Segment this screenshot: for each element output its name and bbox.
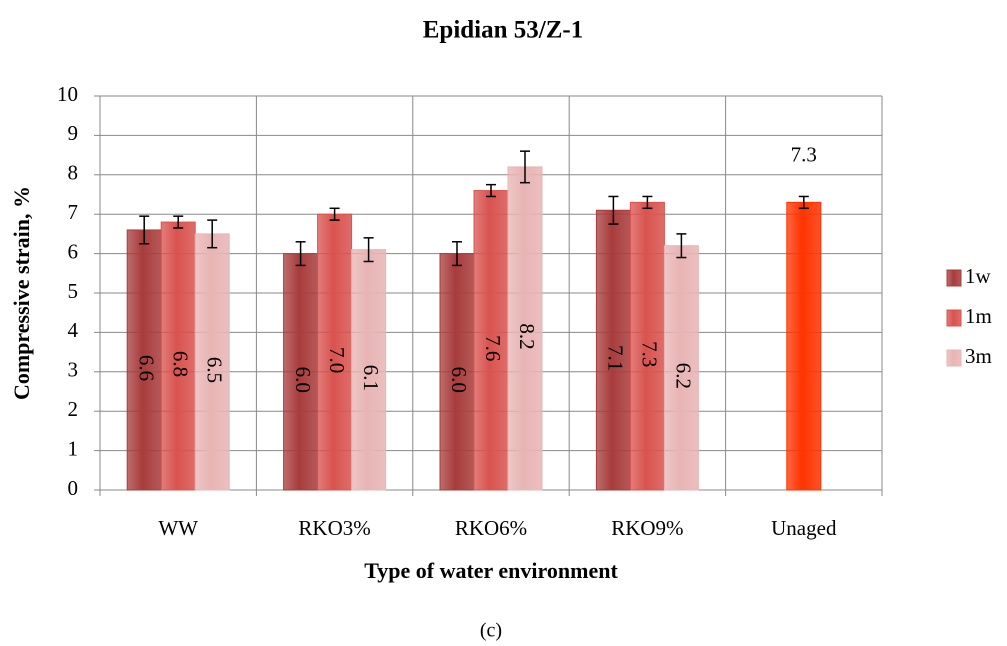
data-label: 7.3 [791,142,817,166]
data-label: 7.6 [481,335,505,361]
y-axis-title: Compressive strain, % [9,186,34,400]
data-label: 6.5 [202,357,226,383]
bar [351,249,387,491]
data-label: 6.8 [168,351,192,377]
data-label: 6.0 [291,367,315,393]
bar [507,166,543,491]
legend-label: 1m [965,304,992,328]
legend-swatch [946,269,962,287]
y-tick-label: 5 [68,279,79,303]
y-tick-label: 2 [68,397,79,421]
data-label: 6.6 [134,355,158,381]
data-label: 7.0 [325,347,349,373]
legend-label: 3m [965,344,992,368]
data-label: 7.1 [604,345,628,371]
x-tick-label: RKO6% [455,516,527,540]
data-label: 8.2 [515,323,539,349]
y-tick-label: 7 [68,200,79,224]
bar [786,201,822,491]
x-axis-title: Type of water environment [364,558,618,583]
legend-swatch [946,309,962,327]
bar [194,233,230,491]
bar [283,253,319,491]
y-tick-label: 8 [68,161,79,185]
data-label: 6.0 [447,367,471,393]
data-label: 6.2 [672,363,696,389]
data-label: 7.3 [638,341,662,367]
legend-swatch [946,349,962,367]
bar [160,221,196,491]
bar [595,209,631,491]
data-label: 6.1 [359,365,383,391]
y-tick-label: 4 [68,318,79,342]
x-tick-label: WW [158,516,198,540]
y-tick-label: 0 [68,476,79,500]
caption: (c) [480,620,502,642]
legend-label: 1w [965,264,992,288]
y-tick-label: 10 [57,82,78,106]
y-tick-label: 3 [68,358,79,382]
y-tick-label: 6 [68,239,79,263]
bar [317,213,353,491]
bar [629,201,665,491]
x-tick-label: RKO9% [611,516,683,540]
y-tick-label: 1 [68,436,79,460]
y-tick-label: 9 [68,121,79,145]
x-tick-label: Unaged [771,516,837,540]
chart-title: Epidian 53/Z-1 [423,17,583,44]
x-tick-label: RKO3% [298,516,370,540]
